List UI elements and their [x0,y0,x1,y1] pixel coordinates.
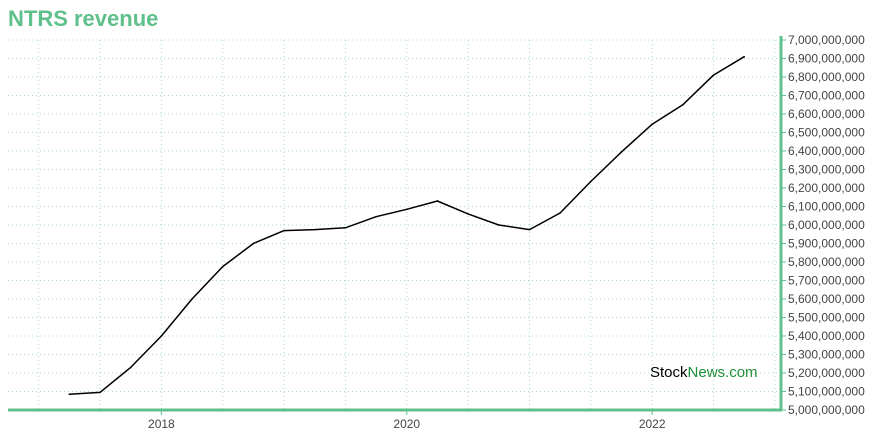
data-point [467,213,469,215]
y-tick-label: 5,500,000,000 [788,311,865,325]
y-tick-label: 6,800,000,000 [788,70,865,84]
y-tick-label: 6,100,000,000 [788,200,865,214]
x-tick-label: 2018 [148,417,175,431]
data-point [497,224,500,226]
revenue-series-line [68,55,745,396]
y-tick-label: 6,200,000,000 [788,181,865,195]
data-point [221,265,224,268]
data-point [68,393,71,396]
y-tick-label: 7,000,000,000 [788,33,865,47]
y-tick-label: 5,200,000,000 [788,366,865,380]
y-tick-label: 5,800,000,000 [788,255,865,269]
y-tick-label: 6,600,000,000 [788,107,865,121]
y-tick-label: 6,400,000,000 [788,144,865,158]
data-point [129,366,132,369]
y-tick-label: 5,100,000,000 [788,385,865,399]
y-tick-label: 5,000,000,000 [788,403,865,417]
data-point [682,103,684,106]
y-tick-label: 5,400,000,000 [788,329,865,343]
x-tick-label: 2020 [393,417,420,431]
data-point [344,226,347,229]
watermark: StockNews.com [650,364,758,381]
data-point [252,242,255,245]
y-tick-label: 6,500,000,000 [788,126,865,140]
data-point [405,208,408,211]
data-point [436,200,439,202]
data-point [99,391,101,394]
data-point [590,180,592,183]
y-tick-label: 5,300,000,000 [788,348,865,362]
data-point [743,55,745,58]
y-tick-label: 6,300,000,000 [788,163,865,177]
x-tick-label: 2022 [639,417,666,431]
y-tick-label: 6,700,000,000 [788,89,865,103]
data-point [313,228,316,231]
y-tick-label: 6,900,000,000 [788,52,865,66]
data-point [620,151,623,153]
data-point [375,215,377,218]
data-point [528,228,531,231]
data-point [559,212,561,214]
data-point [191,298,193,300]
y-tick-label: 5,600,000,000 [788,292,865,306]
data-point [283,229,285,232]
chart-title: NTRS revenue [8,6,159,31]
y-tick-label: 5,700,000,000 [788,274,865,288]
data-point [712,74,715,76]
watermark-part2: News.com [687,364,758,381]
watermark-part1: Stock [650,364,688,381]
y-tick-label: 6,000,000,000 [788,218,865,232]
data-point [160,335,163,337]
y-tick-label: 5,900,000,000 [788,237,865,251]
data-point [651,123,653,125]
